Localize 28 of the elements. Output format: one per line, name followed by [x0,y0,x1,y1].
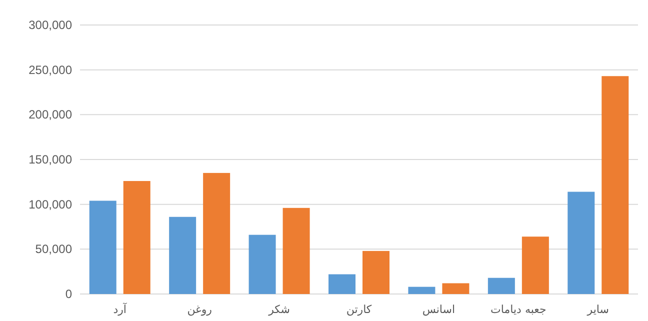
bar [602,76,629,294]
x-tick-label: روغن [187,303,212,316]
y-tick-label: 150,000 [28,152,72,166]
x-tick-label: اسانس [422,303,456,316]
bar [89,200,116,294]
bar [123,181,150,294]
y-tick-label: 300,000 [28,18,72,32]
bar [408,286,436,294]
x-tick-label: جعبه دیامات [490,303,546,316]
x-tick-label: سایر [586,303,609,316]
bar [248,234,276,294]
bar [362,250,390,294]
bar [328,274,356,294]
y-tick-label: 200,000 [28,108,72,122]
bar [522,236,549,294]
bar [488,278,515,294]
x-tick-label: آرد [113,302,128,316]
bar [203,172,230,294]
y-tick-label: 0 [65,287,72,301]
y-tick-label: 250,000 [28,62,72,77]
x-tick-label: شکر [268,303,290,316]
bar [169,216,196,294]
bar [442,283,470,294]
bar [568,192,595,294]
bar [282,208,310,294]
y-tick-label: 100,000 [28,197,72,212]
y-tick-label: 50,000 [35,242,72,256]
x-tick-label: کارتن [346,303,372,316]
